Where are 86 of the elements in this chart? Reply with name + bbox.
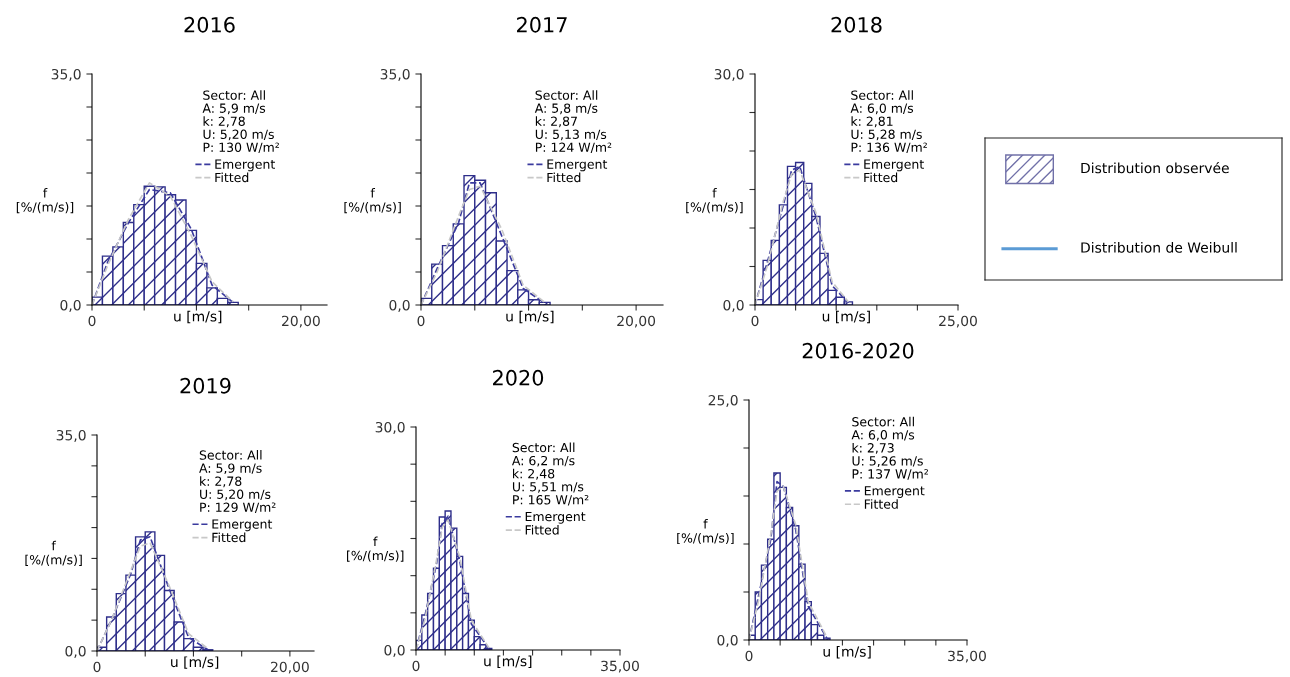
x-tick-label: 0	[745, 650, 753, 662]
y-tick-label: 35,0	[51, 68, 81, 81]
annotation: P: 165 W/m²	[513, 495, 589, 506]
y-axis-title: f [%/(m/s)]	[16, 188, 74, 214]
annotation: Sector: All	[851, 90, 913, 100]
y-tick-label: 0,0	[384, 644, 405, 657]
annotation: k: 2,81	[851, 116, 893, 128]
legend-label: Emergent	[525, 511, 586, 524]
annotation: k: 2,87	[535, 116, 577, 128]
y-tick-label: 0,0	[60, 299, 81, 312]
y-axis-title: f [%/(m/s)]	[344, 188, 401, 214]
annotation: Sector: All	[852, 416, 914, 427]
annotation: P: 129 W/m²	[200, 502, 276, 513]
annotation: A: 6,0 m/s	[850, 103, 914, 115]
y-axis-title: f [%/(m/s)]	[347, 536, 404, 562]
annotation: U: 5,28 m/s	[851, 129, 922, 141]
x-axis-title: u [m/s]	[484, 655, 532, 668]
y-axis-title: f [%/(m/s)]	[686, 188, 743, 214]
y-tick-label: 35,0	[56, 429, 86, 442]
x-axis-title: u [m/s]	[506, 310, 554, 324]
y-tick-label: 0,0	[389, 299, 410, 312]
x-axis-title: u [m/s]	[822, 310, 870, 324]
x-tick-label: 25,00	[939, 315, 977, 328]
legend-label: Distribution observée	[1081, 161, 1229, 174]
legend-label: Emergent	[547, 159, 608, 172]
annotation: U: 5,20 m/s	[200, 489, 271, 501]
legend-label: Fitted	[212, 532, 246, 543]
legend-label: Fitted	[525, 524, 559, 535]
x-axis-title: u [m/s]	[174, 310, 222, 324]
annotation: k: 2,73	[852, 442, 894, 454]
annotation: P: 130 W/m²	[203, 142, 279, 154]
annotation: U: 5,26 m/s	[852, 456, 923, 467]
x-tick-label: 35,00	[601, 660, 639, 673]
legend-label: Fitted	[864, 172, 898, 183]
x-tick-label: 0	[93, 661, 101, 673]
x-tick-label: 0	[412, 660, 420, 672]
annotation: A: 5,9 m/s	[202, 103, 266, 115]
legend-label: Emergent	[212, 519, 273, 532]
legend-label: Emergent	[864, 159, 924, 172]
y-tick-label: 0,0	[717, 634, 738, 647]
chart-title: 2016	[184, 16, 235, 33]
annotation: k: 2,78	[200, 476, 242, 488]
y-tick-label: 0,0	[723, 299, 744, 312]
legend-label: Fitted	[547, 172, 581, 183]
legend-label: Emergent	[215, 159, 275, 172]
annotation: U: 5,20 m/s	[203, 129, 274, 141]
annotation: A: 5,8 m/s	[534, 103, 598, 115]
legend-label: Fitted	[215, 172, 249, 183]
annotation: P: 137 W/m²	[852, 469, 928, 480]
annotation: U: 5,13 m/s	[535, 129, 607, 141]
chart-title: 2020	[493, 369, 544, 386]
annotation: Sector: All	[535, 90, 598, 100]
legend-label: Distribution de Weibull	[1081, 242, 1237, 253]
annotation: A: 5,9 m/s	[199, 463, 262, 475]
x-tick-label: 35,00	[948, 650, 986, 663]
y-tick-label: 30,0	[714, 68, 744, 81]
x-tick-label: 0	[88, 315, 96, 327]
y-axis-title: f [%/(m/s)]	[25, 540, 82, 566]
annotation: P: 124 W/m²	[535, 142, 612, 154]
annotation: Sector: All	[203, 90, 265, 100]
annotation: Sector: All	[512, 442, 575, 453]
y-tick-label: 25,0	[708, 394, 738, 407]
x-tick-label: 0	[417, 315, 425, 327]
annotation: A: 6,0 m/s	[851, 430, 915, 441]
chart-title: 2016-2020	[802, 342, 914, 359]
annotation: U: 5,51 m/s	[512, 482, 584, 493]
x-tick-label: 0	[751, 315, 759, 327]
x-tick-label: 20,00	[282, 315, 320, 328]
annotation: P: 136 W/m²	[851, 142, 927, 154]
legend-label: Emergent	[864, 486, 925, 498]
annotation: A: 6,2 m/s	[511, 455, 575, 467]
annotation: Sector: All	[199, 450, 262, 460]
x-axis-title: u [m/s]	[171, 656, 219, 669]
annotation: k: 2,78	[203, 116, 245, 128]
x-tick-label: 20,00	[271, 661, 309, 674]
x-axis-title: u [m/s]	[823, 646, 871, 659]
x-tick-label: 20,00	[617, 315, 656, 328]
y-tick-label: 35,0	[380, 68, 410, 81]
y-axis-title: f [%/(m/s)]	[677, 518, 734, 545]
chart-title: 2018	[831, 16, 882, 33]
annotation: k: 2,48	[513, 468, 555, 480]
y-tick-label: 0,0	[65, 645, 86, 658]
chart-title: 2019	[180, 377, 231, 394]
chart-title: 2017	[517, 16, 567, 33]
y-tick-label: 30,0	[375, 421, 405, 434]
legend-label: Fitted	[864, 499, 898, 509]
